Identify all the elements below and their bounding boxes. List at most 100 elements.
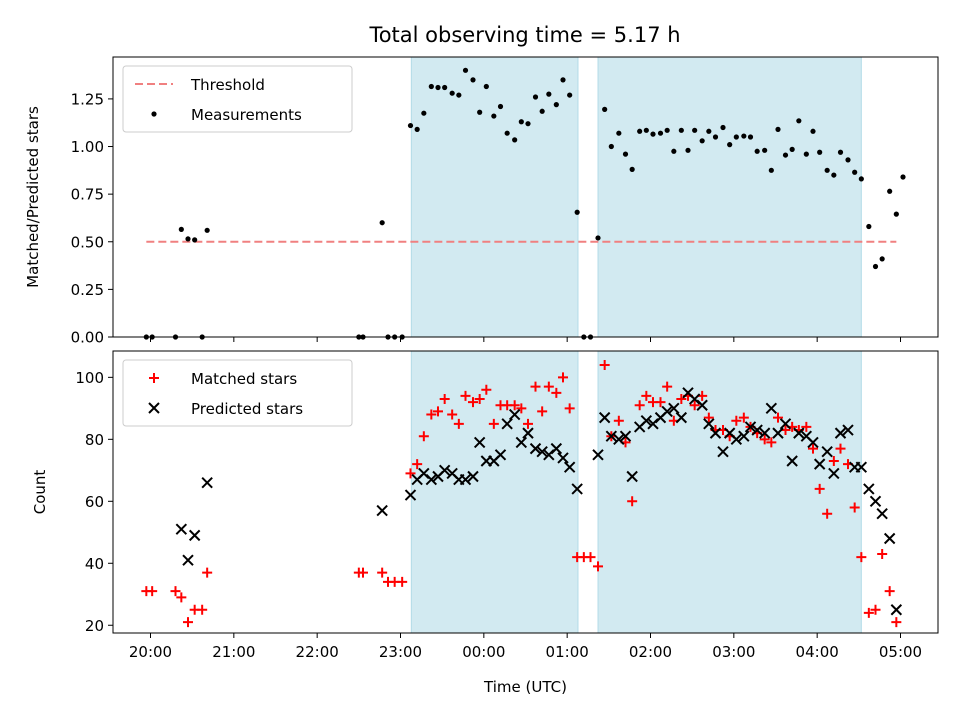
predicted-stars-point	[598, 411, 611, 424]
measurements-point	[553, 102, 559, 108]
predicted-stars-point	[821, 446, 833, 458]
legend-box	[122, 359, 353, 427]
bottom-panel-count-plot: 20 40 60 80 100 20:00 21:00 22:00 23:00 00:00 01:0…	[31, 350, 939, 696]
matched-stars-point	[808, 443, 818, 454]
measurements-point	[796, 118, 802, 124]
measurements-point	[858, 176, 864, 182]
measurements-point	[491, 113, 497, 119]
measurements-point	[845, 157, 851, 163]
measurements-point	[706, 128, 712, 134]
y-tick-label: 100	[75, 369, 104, 387]
measurements-point	[837, 149, 844, 155]
predicted-stars-point	[828, 467, 840, 480]
predicted-stars-point	[467, 470, 479, 483]
predicted-stars-point	[890, 604, 903, 616]
matched-stars-point	[488, 418, 499, 429]
measurements-point	[442, 84, 448, 91]
measurements-point	[685, 147, 691, 153]
predicted-stars-point	[869, 495, 882, 508]
measurements-point	[204, 227, 210, 233]
predicted-stars-point	[640, 415, 653, 427]
matched-stars-point	[870, 604, 881, 615]
matched-stars-point	[474, 394, 485, 405]
y-tick-label: 20	[85, 617, 104, 635]
measurements-point	[546, 91, 552, 97]
matched-stars-point	[170, 586, 181, 597]
measurements-point	[574, 209, 580, 215]
predicted-stars-point	[501, 418, 513, 430]
matched-stars-point	[773, 412, 783, 423]
y-tick-label: 40	[85, 555, 104, 573]
predicted-stars-point	[613, 433, 625, 446]
matched-stars-point	[183, 617, 193, 628]
predicted-stars-point	[605, 430, 618, 442]
matched-stars-point	[468, 397, 478, 408]
matched-stars-point	[613, 415, 624, 426]
measurements-point	[637, 128, 643, 134]
top-axis-ticks: 0.00 0.25 0.50 0.75 1.00 1.25	[71, 90, 901, 347]
measurements-point	[699, 138, 705, 144]
predicted-stars-point	[744, 421, 757, 433]
x-tick-label: 03:00	[712, 643, 755, 661]
y-tick-label: 60	[85, 493, 104, 511]
matched-stars-point	[759, 434, 770, 445]
observing-interval-2	[597, 56, 862, 338]
x-tick-label: 23:00	[379, 643, 422, 661]
matched-stars-point	[766, 437, 777, 448]
top-panel-ratio-plot: 0.00 0.25 0.50 0.75 1.00 1.25 Matched/Predict…	[24, 56, 939, 347]
matched-stars-point	[599, 359, 610, 370]
predicted-stars-point	[668, 402, 680, 415]
measurements-point	[866, 223, 872, 230]
matched-stars-point	[523, 418, 533, 429]
predicted-stars-point	[536, 446, 548, 458]
predicted-stars-point	[404, 489, 417, 501]
predicted-stars-point	[592, 449, 604, 461]
matched-stars-point	[877, 548, 888, 559]
matched-stars-point	[801, 421, 812, 432]
measurements-point	[608, 143, 614, 150]
predicted-stars-point	[571, 483, 583, 495]
matched-stars-point	[509, 400, 520, 411]
measurements-point	[560, 77, 566, 83]
predicted-stars-point	[863, 483, 875, 495]
matched-stars-point	[856, 552, 867, 563]
measurements-point	[595, 235, 601, 241]
matched-stars-point	[884, 586, 895, 597]
top-plot-points	[143, 67, 906, 340]
predicted-stars-point	[494, 449, 507, 461]
matched-stars-point	[176, 592, 187, 603]
matched-stars-point	[377, 567, 388, 578]
measurements-point	[887, 188, 893, 194]
legend-matched-stars-swatch	[149, 373, 159, 383]
predicted-stars-point	[438, 464, 451, 477]
matched-stars-point	[593, 561, 603, 572]
x-tick-label: 05:00	[879, 643, 922, 661]
measurements-point	[629, 166, 635, 172]
bottom-plot-points	[141, 359, 903, 628]
predicted-stars-point	[182, 554, 194, 566]
bottom-legend: Matched stars Predicted stars	[122, 359, 353, 427]
predicted-stars-point	[675, 411, 688, 424]
x-tick-label: 21:00	[212, 643, 255, 661]
matched-stars-point	[731, 415, 742, 426]
measurements-point	[824, 167, 830, 173]
matched-stars-point	[202, 567, 213, 578]
y-tick-label: 1.25	[71, 90, 104, 108]
measurements-point	[483, 83, 489, 90]
predicted-stars-point	[758, 427, 771, 439]
measurements-point	[893, 211, 899, 217]
top-axes-frame	[112, 56, 939, 338]
matched-stars-point	[863, 607, 874, 618]
measurements-point	[616, 130, 622, 136]
measurements-point	[602, 106, 608, 112]
predicted-stars-point	[201, 476, 213, 489]
matched-stars-point	[655, 397, 666, 408]
matched-stars-point	[358, 567, 368, 578]
predicted-stars-point	[730, 433, 743, 446]
y-tick-label: 1.00	[71, 138, 104, 156]
matched-stars-point	[197, 604, 208, 615]
measurements-point	[754, 148, 760, 154]
matched-stars-point	[814, 483, 825, 494]
predicted-stars-point	[765, 402, 778, 415]
predicted-stars-point	[772, 427, 784, 439]
